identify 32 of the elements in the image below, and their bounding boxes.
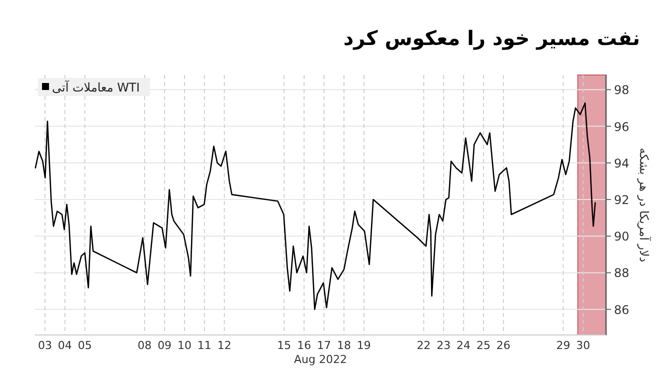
x-tick-label: 11 — [197, 339, 212, 352]
y-axis-title: دلار آمریکا در هر بشکه — [637, 148, 652, 262]
x-tick-label: 25 — [476, 339, 490, 352]
x-tick-label: 09 — [158, 339, 172, 352]
x-tick-label: 30 — [576, 339, 590, 352]
x-tick-label: 24 — [456, 339, 471, 352]
line-series — [34, 102, 596, 310]
x-tick-label: 04 — [58, 339, 72, 352]
x-tick-label: 29 — [556, 339, 570, 352]
x-tick-label: 18 — [336, 339, 351, 352]
y-tick-label: 96 — [614, 120, 630, 134]
x-tick-label: 05 — [78, 339, 92, 352]
chart-title: نفت مسیر خود را معکوس کرد — [343, 26, 640, 50]
y-tick-label: 94 — [614, 156, 630, 170]
x-tick-label: 03 — [38, 339, 52, 352]
y-tick-label: 98 — [614, 83, 630, 98]
y-tick-label: 88 — [614, 266, 630, 280]
y-tick-label: 90 — [614, 230, 630, 244]
x-tick-label: 26 — [496, 339, 510, 352]
x-tick-label: 23 — [436, 339, 451, 352]
y-tick-label: 92 — [614, 193, 630, 208]
x-tick-label: 10 — [178, 339, 192, 352]
x-tick-label: 08 — [138, 339, 152, 352]
x-tick-label: 17 — [317, 339, 332, 352]
y-tick-label: 86 — [614, 302, 630, 317]
x-axis-title: Aug 2022 — [294, 353, 347, 366]
x-tick-label: 15 — [277, 339, 292, 352]
legend-label: معاملات آتی WTI — [52, 80, 140, 94]
x-tick-label: 19 — [356, 339, 371, 352]
x-tick-label: 12 — [217, 339, 232, 352]
x-tick-label: 22 — [416, 339, 431, 352]
x-tick-label: 16 — [297, 339, 312, 352]
